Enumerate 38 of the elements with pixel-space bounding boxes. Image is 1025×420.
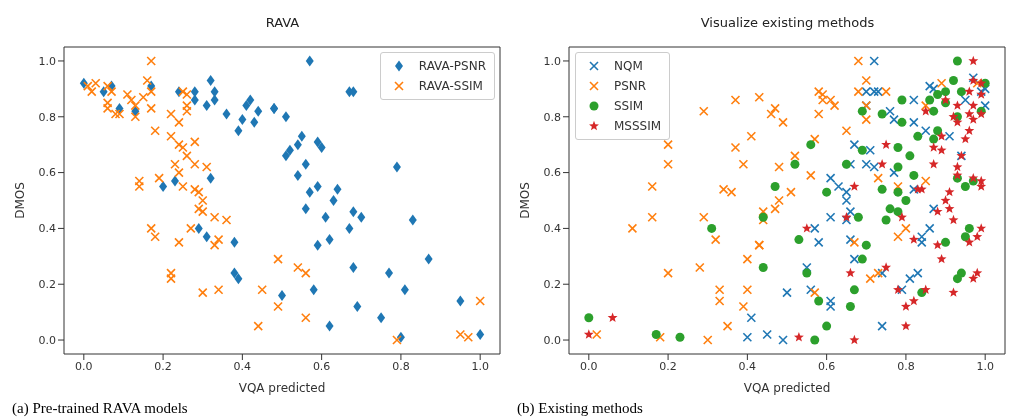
y-tick-label: 0.4 [543,222,561,236]
y-tick-label: 0.2 [543,278,561,292]
x-tick-label: 0.6 [312,359,331,373]
chart-title: Visualize existing methods [699,14,876,32]
x-tick-label: 0.2 [154,359,172,373]
y-axis-title: DMOS [518,182,533,219]
text: (b) Existing methods [516,400,644,417]
y-tick-label: 0.8 [543,110,561,124]
y-tick-label: 1.0 [38,54,56,68]
legend-label: NQM [614,59,643,73]
legend-label: RAVA-SSIM [418,79,483,93]
x-tick-label: 0.0 [580,359,598,373]
chart-title: RAVA [264,14,301,32]
legend-label: RAVA-PSNR [418,59,486,73]
x-tick-label: 0.0 [75,359,93,373]
y-tick-label: 0.0 [543,333,561,347]
x-tick-label: 0.6 [817,359,836,373]
y-tick-label: 0.0 [38,333,56,347]
x-tick-label: 0.4 [233,359,252,373]
x-tick-label: 0.8 [897,359,915,373]
x-axis-title: VQA predicted [743,381,831,395]
y-tick-label: 0.4 [38,222,56,236]
legend-label: SSIM [614,99,644,113]
x-tick-label: 1.0 [976,359,994,373]
y-tick-label: 0.6 [543,166,561,180]
legend-label: PSNR [614,79,647,93]
x-tick-label: 0.4 [738,359,757,373]
legend-label: MSSSIM [614,119,662,133]
y-tick-label: 0.8 [38,110,56,124]
x-tick-label: 0.8 [392,359,410,373]
y-tick-label: 1.0 [543,54,561,68]
x-tick-label: 0.2 [659,359,677,373]
text: (a) Pre-trained RAVA models [11,400,189,417]
x-tick-label: 1.0 [471,359,489,373]
y-tick-label: 0.2 [38,278,56,292]
y-tick-label: 0.6 [38,166,56,180]
y-axis-title: DMOS [13,182,28,219]
x-axis-title: VQA predicted [238,381,326,395]
